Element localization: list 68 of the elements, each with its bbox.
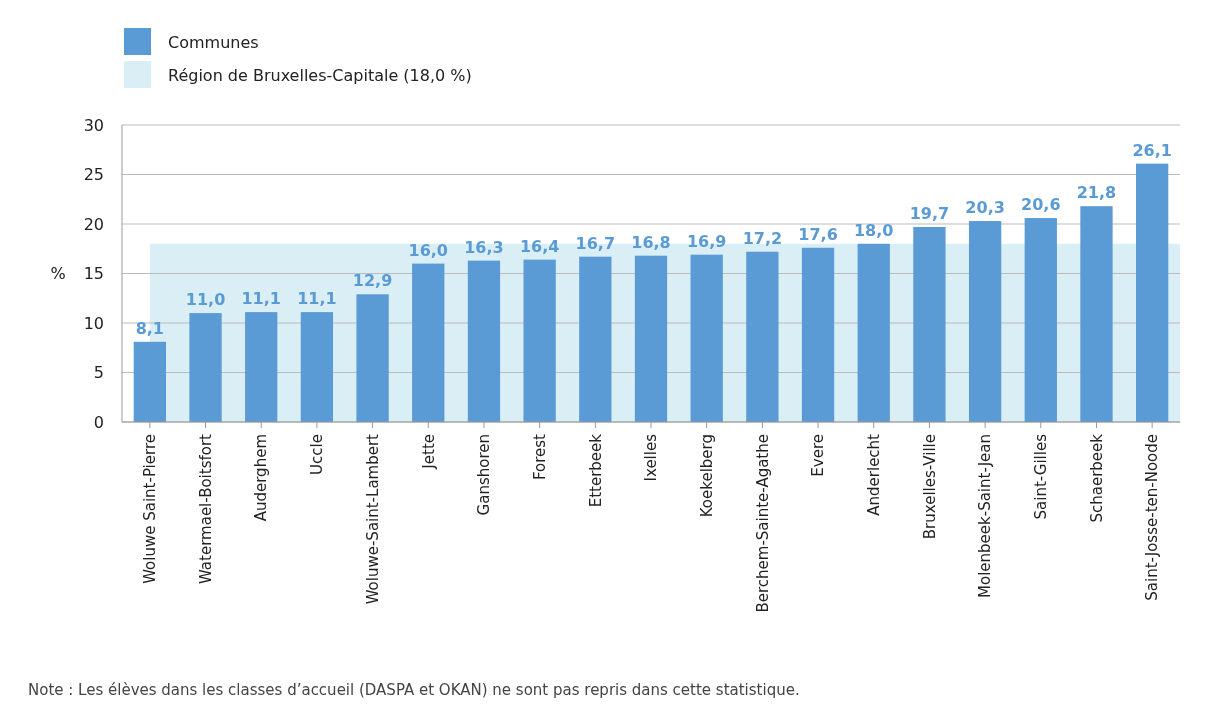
bar [523,259,556,422]
data-label: 16,3 [464,237,504,257]
data-label: 8,1 [135,318,165,338]
bar [133,341,166,422]
bar [189,313,222,422]
x-tick-label: Uccle [308,434,327,475]
bar [968,221,1002,422]
data-label: 11,0 [185,290,226,310]
x-tick-label: Molenbeek-Saint-Jean [976,434,995,598]
bar [1024,218,1057,422]
x-tick-label: Schaerbeek [1087,433,1106,523]
x-tick-label: Ixelles [642,433,661,482]
bar [579,256,612,422]
x-tick-label: Saint-Josse-ten-Noode [1143,434,1162,601]
x-tick-label: Watermael-Boitsfort [196,433,215,584]
y-tick-label: 0 [93,412,104,432]
x-tick-label: Auderghem [252,434,271,522]
x-tick-label: Evere [809,434,828,477]
x-tick-label: Woluwe Saint-Pierre [141,434,160,584]
bar [412,263,445,422]
x-tick-label: Anderlecht [864,433,883,516]
bar [690,254,723,422]
bar [634,255,668,422]
x-tick-label: Bruxelles-Ville [920,434,939,540]
data-label: 20,6 [1021,195,1061,215]
legend-label: Communes [168,32,259,52]
data-label: 17,2 [742,228,783,248]
y-axis-title: % [50,264,66,284]
data-label: 11,1 [241,289,281,309]
data-label: 11,1 [297,289,337,309]
x-tick-label: Ganshoren [475,434,494,516]
data-label: 20,3 [965,198,1005,218]
data-label: 16,9 [686,231,727,251]
data-label: 16,8 [631,232,671,252]
x-tick-label: Woluwe-Saint-Lambert [363,433,382,605]
data-label: 16,4 [519,236,560,256]
bar [746,251,779,422]
x-tick-label: Forest [530,433,549,481]
bar [300,312,334,422]
data-label: 26,1 [1132,140,1172,160]
x-tick-label: Berchem-Sainte-Agathe [753,434,772,613]
data-label: 16,7 [575,233,616,253]
y-tick-label: 25 [83,165,104,185]
bar [245,312,278,422]
data-label: 16,0 [408,240,449,260]
x-tick-label: Etterbeek [586,433,605,508]
text: Note : Les élèves dans les classes d’accueil (DASPA et OKAN) ne sont pas repris dans cette statistique. [28,681,800,700]
y-tick-label: 30 [83,115,104,135]
data-label: 21,8 [1076,183,1117,203]
bar [467,260,501,422]
bar [801,247,835,422]
bar [1136,163,1169,422]
data-label: 19,7 [909,203,950,223]
data-label: 18,0 [853,220,894,240]
bar [356,294,389,422]
data-label: 12,9 [352,271,393,291]
y-tick-label: 5 [93,363,104,383]
legend-label: Région de Bruxelles-Capitale (18,0 %) [168,65,472,85]
data-label: 17,6 [798,224,838,244]
bar [857,243,890,422]
y-tick-label: 10 [83,313,104,333]
x-tick-label: Jette [419,434,438,470]
bar [1080,206,1113,422]
x-tick-label: Saint-Gilles [1032,433,1051,520]
y-tick-label: 15 [83,264,104,284]
bar [913,226,946,422]
x-tick-label: Koekelberg [697,434,716,518]
y-tick-label: 20 [83,214,104,234]
